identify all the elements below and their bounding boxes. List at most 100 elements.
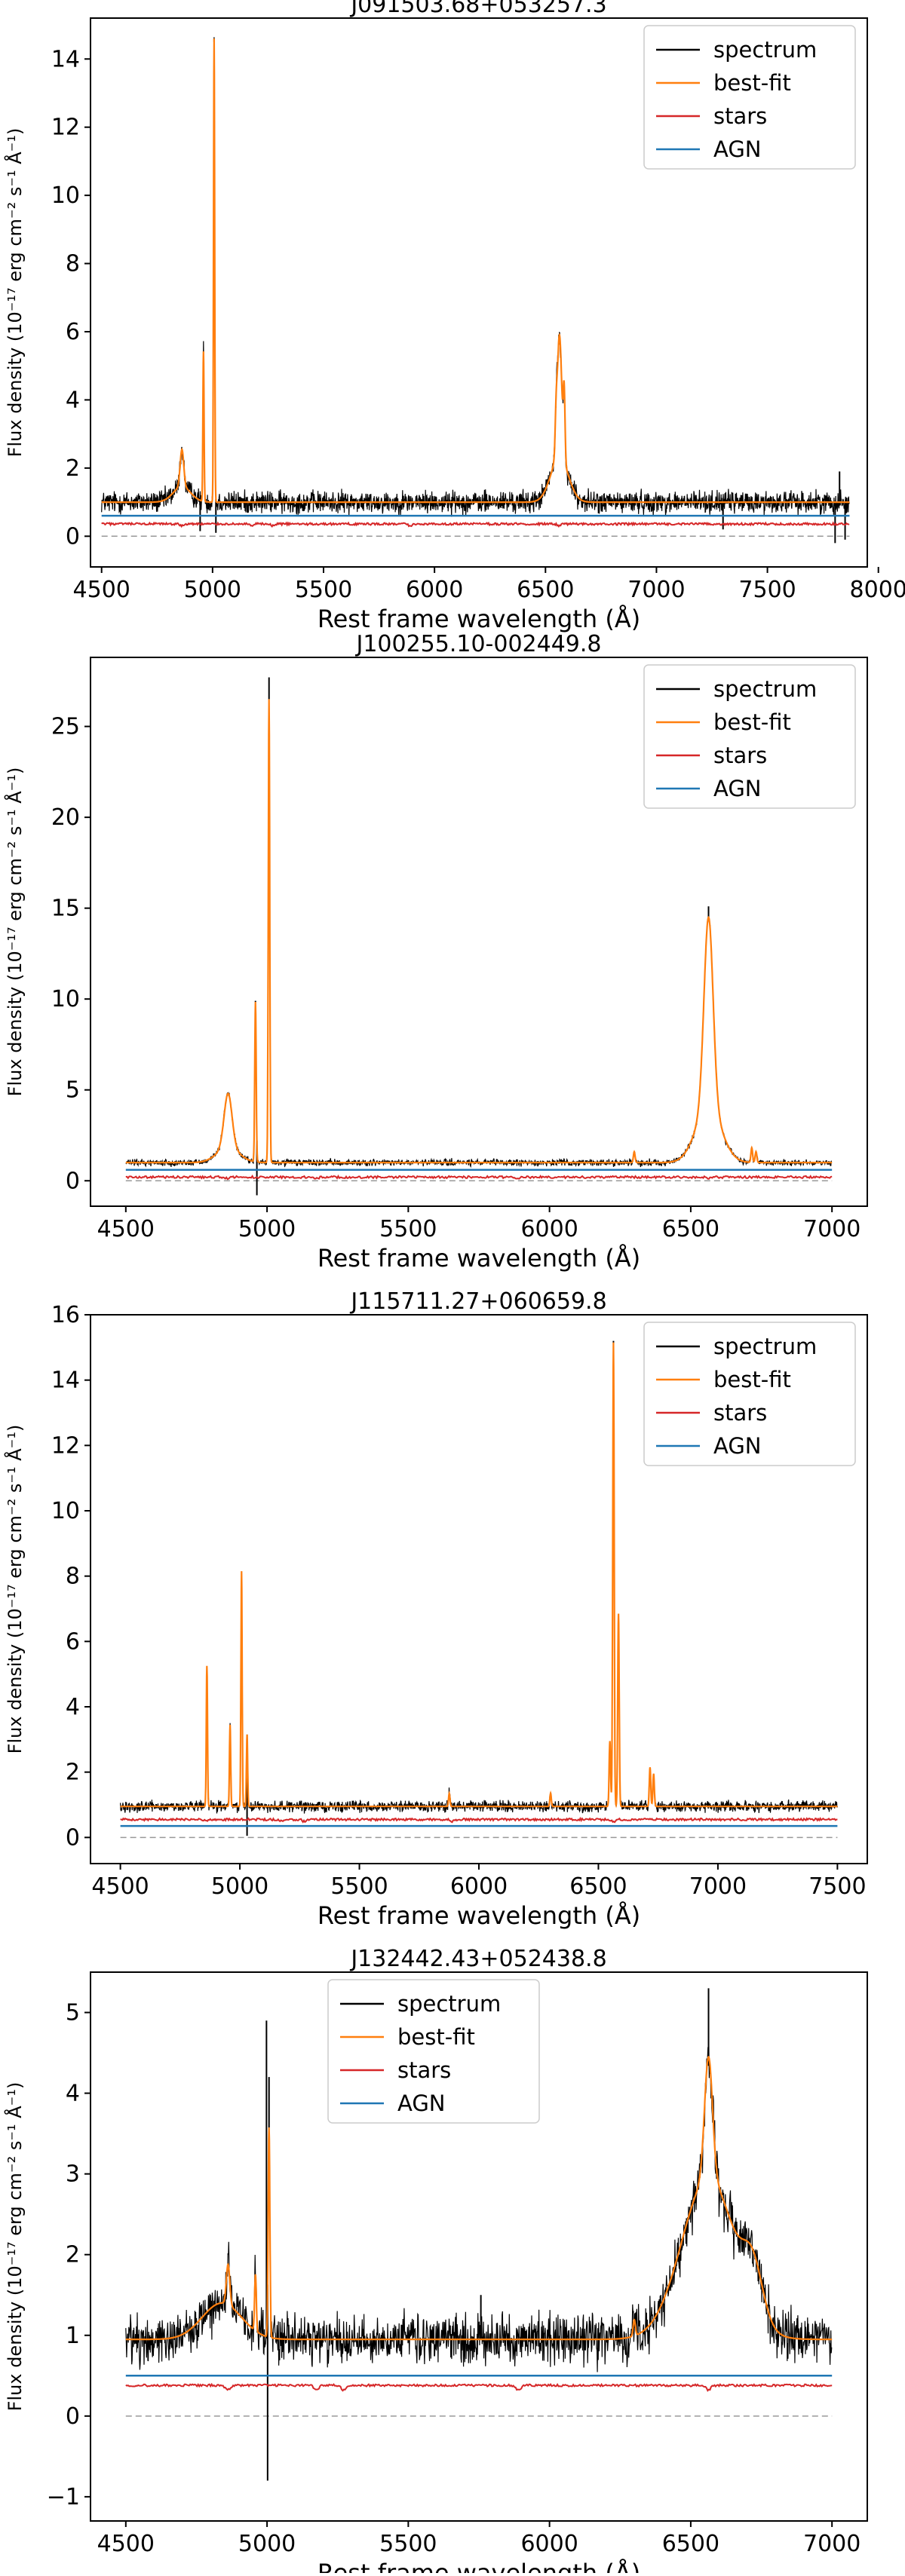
legend-box (643, 1322, 856, 1466)
x-tick-label: 6500 (662, 2531, 719, 2557)
y-tick-label: 16 (51, 1302, 80, 1328)
spectrum-panel-1: J091503.68+053257.3 4500 5000 5500 6000 6500 7… (4, 0, 905, 633)
legend-label-spectrum: spectrum (397, 1991, 501, 2017)
x-tick-label: 5000 (211, 1873, 268, 1900)
legend-label-best-fit: best-fit (713, 70, 791, 96)
y-tick-label: 5 (66, 1077, 80, 1104)
x-tick-label: 4500 (97, 2531, 155, 2557)
x-tick-label: 7500 (738, 577, 796, 603)
x-tick-label: 4500 (73, 577, 130, 603)
x-axis-label: Rest frame wavelength (Å) (318, 1901, 640, 1930)
x-tick-label: 6500 (569, 1873, 627, 1900)
legend-label-stars: stars (713, 743, 767, 768)
legend-label-spectrum: spectrum (713, 37, 817, 63)
x-tick-label: 5500 (330, 1873, 388, 1900)
y-tick-label: −1 (47, 2484, 80, 2510)
x-tick-label: 8000 (850, 577, 905, 603)
y-tick-label: 2 (66, 2242, 80, 2268)
y-tick-label: 8 (66, 1564, 80, 1590)
best-fit-line (120, 1342, 838, 1809)
legend-label-AGN: AGN (713, 776, 762, 801)
y-tick-label: 4 (66, 1694, 80, 1720)
y-tick-label: 10 (51, 1498, 80, 1524)
x-tick-label: 5500 (379, 2531, 437, 2557)
legend-label-spectrum: spectrum (713, 1334, 817, 1359)
spectrum-panel-3: J115711.27+060659.8 4500 5000 5500 6000 6500 7… (4, 1288, 868, 1930)
spectrum-panel-4: J132442.43+052438.8 4500 5000 5500 6000 6500 7… (4, 1946, 868, 2576)
y-tick-label: 14 (51, 46, 80, 72)
chart-title: J091503.68+053257.3 (349, 0, 606, 18)
y-tick-label: 20 (51, 804, 80, 831)
x-tick-label: 7000 (803, 2531, 861, 2557)
y-tick-label: 25 (51, 714, 80, 740)
y-tick-label: 4 (66, 387, 80, 413)
y-axis-label: Flux density (10⁻¹⁷ erg cm⁻² s⁻¹ Å⁻¹) (4, 1425, 26, 1754)
y-tick-label: 0 (66, 523, 80, 550)
y-tick-label: 3 (66, 2161, 80, 2188)
chart-title: J115711.27+060659.8 (349, 1288, 606, 1315)
x-tick-label: 5500 (379, 1216, 437, 1242)
plot-area (125, 1988, 833, 2481)
chart-title: J132442.43+052438.8 (349, 1946, 606, 1972)
y-tick-label: 10 (51, 986, 80, 1012)
plot-area (101, 37, 850, 544)
chart-title: J100255.10-002449.8 (354, 631, 601, 657)
x-tick-label: 5000 (184, 577, 241, 603)
y-tick-label: 0 (66, 1168, 80, 1194)
x-tick-label: 7000 (689, 1873, 747, 1900)
y-axis-label: Flux density (10⁻¹⁷ erg cm⁻² s⁻¹ Å⁻¹) (4, 767, 26, 1097)
axes-frame (90, 17, 868, 568)
x-tick-label: 4500 (97, 1216, 155, 1242)
x-tick-label: 7000 (803, 1216, 861, 1242)
x-tick-label: 6000 (520, 2531, 578, 2557)
stars-line (120, 1816, 838, 1824)
stars-line (125, 1175, 833, 1181)
y-tick-label: 10 (51, 182, 80, 209)
x-tick-label: 7500 (808, 1873, 866, 1900)
y-tick-label: 12 (51, 1432, 80, 1459)
legend-label-spectrum: spectrum (713, 676, 817, 702)
x-tick-label: 6000 (406, 577, 463, 603)
stars-line (101, 521, 850, 528)
legend: spectrum best-fit stars AGN (643, 25, 856, 170)
y-tick-label: 14 (51, 1368, 80, 1394)
legend-label-AGN: AGN (397, 2091, 446, 2116)
legend-label-AGN: AGN (713, 1433, 762, 1459)
y-tick-label: 8 (66, 251, 80, 277)
y-axis-label: Flux density (10⁻¹⁷ erg cm⁻² s⁻¹ Å⁻¹) (4, 128, 26, 458)
legend: spectrum best-fit stars AGN (643, 664, 856, 809)
y-axis-label: Flux density (10⁻¹⁷ erg cm⁻² s⁻¹ Å⁻¹) (4, 2082, 26, 2412)
y-tick-label: 5 (66, 2000, 80, 2026)
y-tick-label: 1 (66, 2323, 80, 2349)
y-tick-label: 15 (51, 896, 80, 922)
legend: spectrum best-fit stars AGN (327, 1979, 540, 2124)
plot-area (120, 1340, 838, 1839)
spectrum-panel-2: J100255.10-002449.8 4500 5000 5500 6000 6500 7… (4, 631, 868, 1273)
axes-frame (90, 1971, 868, 2522)
x-tick-label: 5000 (238, 2531, 296, 2557)
legend-box (643, 664, 856, 809)
stars-line (125, 2382, 833, 2392)
legend-box (327, 1979, 540, 2124)
legend-label-best-fit: best-fit (713, 709, 791, 735)
y-tick-label: 12 (51, 115, 80, 141)
best-fit-line (101, 38, 850, 504)
plot-area (125, 677, 833, 1196)
x-axis-label: Rest frame wavelength (Å) (318, 1244, 640, 1273)
x-tick-label: 6000 (520, 1216, 578, 1242)
y-tick-label: 6 (66, 319, 80, 345)
x-tick-label: 6000 (450, 1873, 508, 1900)
y-tick-label: 2 (66, 1760, 80, 1786)
axes-frame (90, 657, 868, 1207)
y-tick-label: 4 (66, 2081, 80, 2107)
legend-label-best-fit: best-fit (397, 2024, 475, 2050)
x-tick-label: 7000 (627, 577, 685, 603)
legend: spectrum best-fit stars AGN (643, 1322, 856, 1466)
y-tick-label: 0 (66, 1824, 80, 1851)
x-tick-label: 5000 (238, 1216, 296, 1242)
y-tick-label: 0 (66, 2403, 80, 2430)
legend-label-stars: stars (713, 103, 767, 129)
legend-label-best-fit: best-fit (713, 1367, 791, 1392)
